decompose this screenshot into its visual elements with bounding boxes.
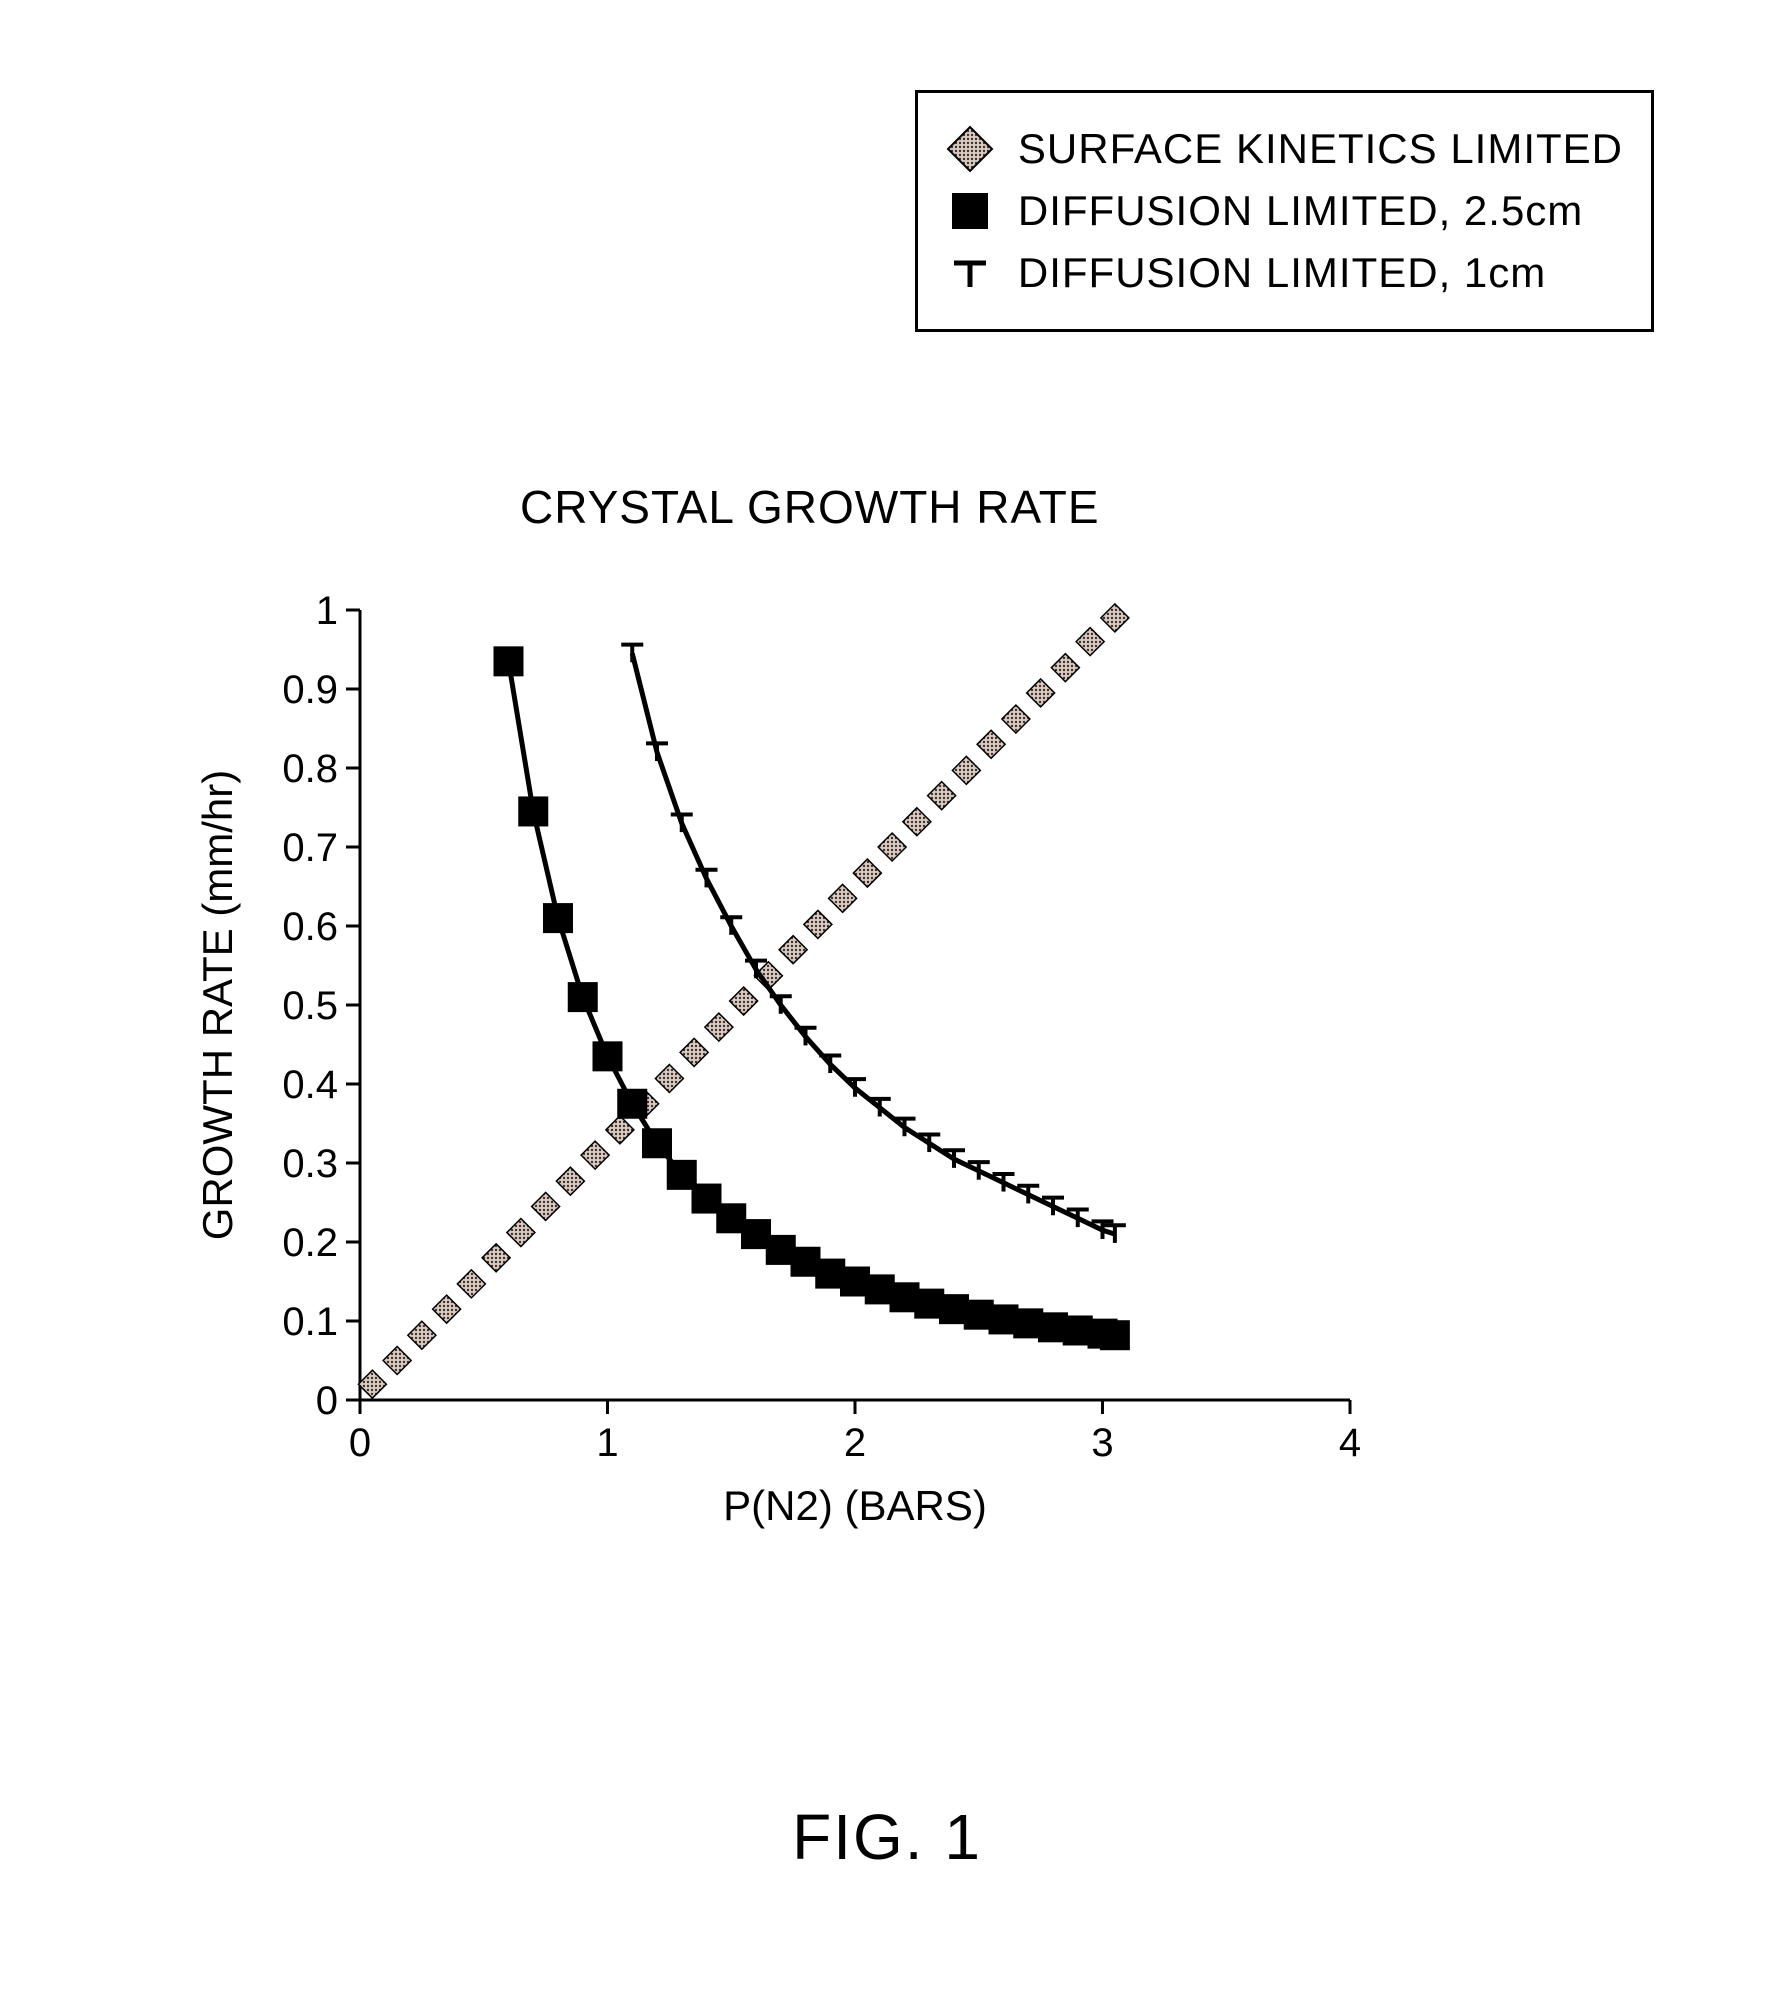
svg-text:0.8: 0.8 — [282, 747, 338, 791]
legend-box: SURFACE KINETICS LIMITED DIFFUSION LIMIT… — [915, 90, 1654, 332]
svg-text:0.1: 0.1 — [282, 1300, 338, 1344]
legend-item-diff1: DIFFUSION LIMITED, 1cm — [946, 249, 1623, 297]
legend-label: DIFFUSION LIMITED, 2.5cm — [1018, 187, 1583, 235]
svg-text:1: 1 — [596, 1421, 618, 1465]
legend-item-surface: SURFACE KINETICS LIMITED — [946, 125, 1623, 173]
chart-svg: 0 1 2 3 4 0 0.1 0.2 0.3 0.4 0.5 0.6 0.7 0.8 0.9 1 P(N2) … — [190, 580, 1490, 1600]
svg-text:0.4: 0.4 — [282, 1063, 338, 1107]
svg-text:0.9: 0.9 — [282, 668, 338, 712]
chart-area: 0 1 2 3 4 0 0.1 0.2 0.3 0.4 0.5 0.6 0.7 0.8 0.9 1 P(N2) … — [190, 580, 1490, 1600]
diamond-dotted-icon — [946, 125, 994, 173]
figure-caption: FIG. 1 — [0, 1800, 1774, 1874]
square-icon — [946, 187, 994, 235]
svg-text:0.7: 0.7 — [282, 826, 338, 870]
chart-title: CRYSTAL GROWTH RATE — [520, 480, 1100, 534]
legend-label: DIFFUSION LIMITED, 1cm — [1018, 249, 1546, 297]
svg-text:0.6: 0.6 — [282, 905, 338, 949]
svg-text:0: 0 — [316, 1379, 338, 1423]
svg-text:GROWTH RATE (mm/hr): GROWTH RATE (mm/hr) — [194, 770, 241, 1241]
svg-text:2: 2 — [844, 1421, 866, 1465]
svg-text:1: 1 — [316, 589, 338, 633]
svg-text:0: 0 — [349, 1421, 371, 1465]
svg-text:0.5: 0.5 — [282, 984, 338, 1028]
svg-text:4: 4 — [1339, 1421, 1361, 1465]
svg-text:0.3: 0.3 — [282, 1142, 338, 1186]
svg-text:P(N2) (BARS): P(N2) (BARS) — [723, 1482, 987, 1529]
legend-item-diff25: DIFFUSION LIMITED, 2.5cm — [946, 187, 1623, 235]
legend-label: SURFACE KINETICS LIMITED — [1018, 125, 1623, 173]
svg-text:3: 3 — [1091, 1421, 1113, 1465]
tee-icon — [946, 249, 994, 297]
svg-text:0.2: 0.2 — [282, 1221, 338, 1265]
page: SURFACE KINETICS LIMITED DIFFUSION LIMIT… — [0, 0, 1774, 1994]
